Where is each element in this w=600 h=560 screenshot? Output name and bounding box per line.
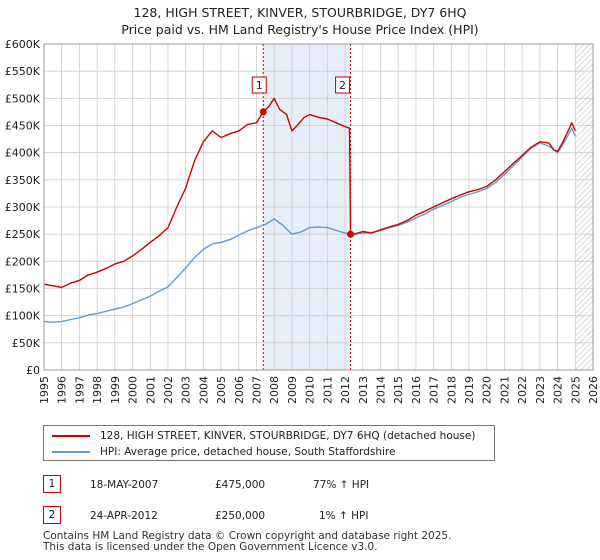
x-tick-label: 2004 (197, 376, 210, 404)
y-tick-label: £250K (5, 228, 41, 241)
x-tick-label: 2010 (304, 376, 317, 404)
title-line-1: 128, HIGH STREET, KINVER, STOURBRIDGE, D… (133, 5, 467, 20)
sale-label: 2 (339, 79, 346, 92)
x-tick-label: 2020 (481, 376, 494, 404)
footer: Contains HM Land Registry data © Crown c… (43, 531, 451, 553)
x-tick-label: 2018 (445, 376, 458, 404)
x-tick-label: 2005 (215, 376, 228, 404)
footer-line-1: Contains HM Land Registry data © Crown c… (43, 530, 452, 542)
x-tick-label: 2017 (428, 376, 441, 404)
x-tick-label: 2016 (410, 376, 423, 404)
sale-row-2: 2 24-APR-2012 £250,000 1% ↑ HPI (43, 506, 493, 528)
sale-label-box (335, 76, 351, 94)
x-tick-label: 2011 (321, 376, 334, 404)
legend: 128, HIGH STREET, KINVER, STOURBRIDGE, D… (43, 425, 495, 461)
plot-frame (43, 43, 594, 371)
sale-point (347, 230, 355, 238)
x-tick-label: 2026 (587, 376, 600, 404)
y-tick-label: £500K (5, 92, 41, 105)
x-tick-label: 2022 (516, 376, 529, 404)
x-tick-label: 1996 (56, 376, 69, 404)
x-tick-label: 2008 (268, 376, 281, 404)
legend-label-hpi: HPI: Average price, detached house, Sout… (100, 446, 396, 458)
x-tick-label: 2024 (552, 376, 565, 404)
x-tick-label: 1995 (38, 376, 51, 404)
x-tick-label: 2002 (162, 376, 175, 404)
x-tick-label: 2014 (374, 376, 387, 404)
x-tick-label: 2015 (392, 376, 405, 404)
sale-hpi: 1% ↑ HPI (319, 510, 369, 522)
y-tick-label: £300K (5, 201, 41, 214)
x-tick-label: 2021 (498, 376, 511, 404)
sale-date: 18-MAY-2007 (90, 479, 159, 491)
sale-point (259, 108, 267, 116)
sale-badge-1: 1 (43, 475, 61, 493)
x-tick-label: 2007 (251, 376, 264, 404)
y-tick-label: £0 (26, 364, 40, 377)
x-tick-label: 2012 (339, 376, 352, 404)
x-tick-label: 2006 (233, 376, 246, 404)
sale-row-1: 1 18-MAY-2007 £475,000 77% ↑ HPI (43, 475, 493, 497)
sale-hpi: 77% ↑ HPI (313, 479, 370, 491)
y-tick-label: £350K (5, 174, 41, 187)
title-line-2: Price paid vs. HM Land Registry's House … (121, 22, 479, 37)
x-tick-label: 2003 (180, 376, 193, 404)
legend-swatch-price (52, 435, 90, 437)
y-tick-label: £100K (5, 310, 41, 323)
legend-label-price: 128, HIGH STREET, KINVER, STOURBRIDGE, D… (100, 430, 476, 442)
x-tick-label: 2025 (569, 376, 582, 404)
x-tick-label: 2023 (534, 376, 547, 404)
y-tick-label: £450K (5, 120, 41, 133)
x-tick-label: 1997 (73, 376, 86, 404)
y-tick-label: £200K (5, 255, 41, 268)
x-tick-label: 2000 (127, 376, 140, 404)
x-tick-label: 2001 (144, 376, 157, 404)
price-chart: 1 2 £0 £50K £100K £150K £200K £250K £300K £350K £… (5, 38, 600, 404)
y-tick-label: £550K (5, 65, 41, 78)
x-tick-label: 2013 (357, 376, 370, 404)
x-tick-label: 1999 (109, 376, 122, 404)
hpi-line (43, 127, 576, 323)
sale-date: 24-APR-2012 (90, 510, 158, 522)
footer-line-2: This data is licensed under the Open Gov… (43, 541, 378, 553)
sale-label: 1 (256, 79, 263, 92)
y-tick-label: £400K (5, 147, 41, 160)
x-tick-label: 1998 (91, 376, 104, 404)
price-paid-line (43, 97, 576, 289)
x-tick-label: 2019 (463, 376, 476, 404)
sale-price: £250,000 (215, 510, 266, 522)
legend-item-hpi: HPI: Average price, detached house, Sout… (52, 444, 395, 460)
y-tick-label: £50K (12, 337, 41, 350)
x-tick-label: 2009 (286, 376, 299, 404)
y-tick-label: £150K (5, 283, 41, 296)
y-tick-label: £600K (5, 38, 41, 51)
sale-label-box (251, 76, 267, 94)
sale-price: £475,000 (215, 479, 266, 491)
chart-title: 128, HIGH STREET, KINVER, STOURBRIDGE, D… (0, 4, 600, 38)
sale-badge-2: 2 (43, 506, 61, 524)
legend-item-price: 128, HIGH STREET, KINVER, STOURBRIDGE, D… (52, 428, 475, 444)
legend-swatch-hpi (52, 451, 90, 453)
